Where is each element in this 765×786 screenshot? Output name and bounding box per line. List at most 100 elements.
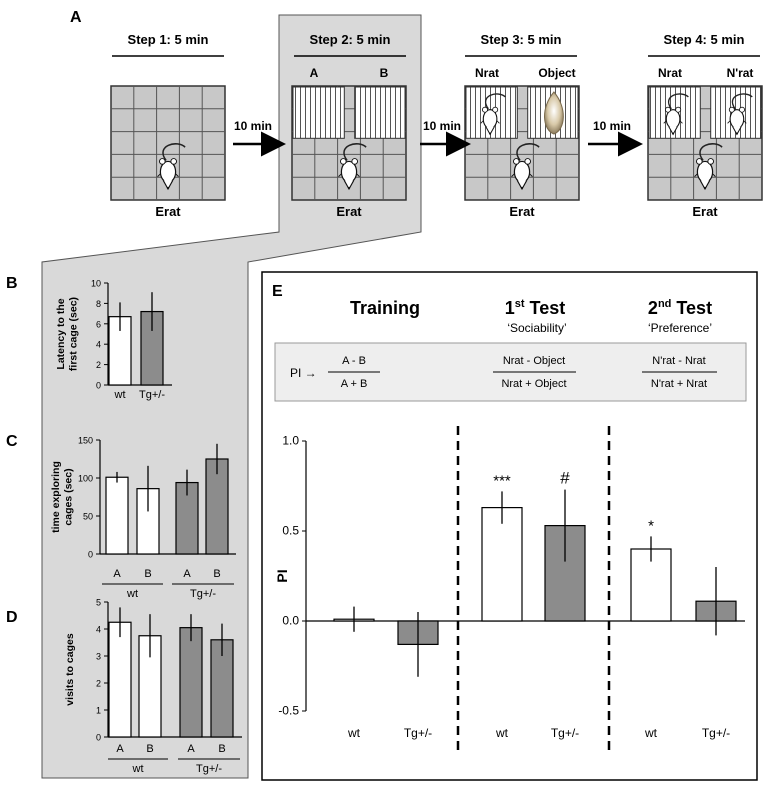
chartE-ytick-label: 0.0 (282, 614, 299, 628)
chartC-group-label-0: wt (126, 588, 138, 600)
chartD-ytick-label: 3 (96, 652, 101, 662)
chartE-category-label-5: Tg+/- (702, 726, 730, 740)
header-test2: 2nd Test (648, 298, 712, 318)
training-numerator: A - B (342, 355, 366, 367)
chartD-group-label-1: Tg+/- (196, 763, 222, 775)
chartD-category-label-3: B (218, 743, 225, 755)
chartB-ytick-label: 0 (96, 381, 101, 391)
chartE-category-label-4: wt (644, 726, 658, 740)
test2-numerator: N'rat - Nrat (652, 355, 705, 367)
header-training: Training (350, 298, 420, 318)
chartC-ylabel-group: time exploring cages (sec) (50, 461, 75, 533)
chartD-ytick-label: 2 (96, 679, 101, 689)
chartE-bar-2 (481, 507, 523, 622)
chartE-ylabel: PI (274, 569, 290, 582)
subtitle-test1: ‘Sociability’ (507, 321, 566, 335)
interval-arrow-2: 10 min (420, 119, 471, 157)
chartC-category-label-1: B (144, 568, 151, 580)
chartD-category-label-1: B (146, 743, 153, 755)
header-test1: 1st Test (505, 298, 565, 318)
chartD-ylabel-group: visits to cages (64, 633, 76, 706)
chartC-ytick-label: 100 (78, 474, 93, 484)
step-3-title: Step 3: 5 min (481, 32, 562, 47)
step-3-erat (511, 143, 540, 191)
step-2-erat (338, 143, 367, 191)
panel-letter-c: C (6, 433, 18, 450)
step-2-right-cage (354, 86, 406, 139)
chartE-significance-2: *** (493, 472, 511, 489)
step-4-erat (694, 143, 723, 191)
chart-b-latency: 0 2 4 6 8 10 Latency to the first cage (sec) wt T… (55, 279, 172, 401)
chartE-ytick-label: -0.5 (278, 704, 299, 718)
chartC-category-label-3: B (213, 568, 220, 580)
step-3: Step 3: 5 min Nrat Object Erat (464, 32, 580, 219)
step-1-erat (157, 143, 186, 191)
chartE-ytick-label: 0.5 (282, 524, 299, 538)
chart-e-preference-index: -0.5 0.0 0.5 1.0 PI wt Tg+/- wt *** Tg+/- # wt * Tg+/… (274, 426, 745, 755)
chart-c-time-exploring: 0 50 100 150 time exploring cages (sec) A B A Bwt… (50, 436, 236, 600)
step-4-nrat (663, 93, 689, 136)
chartD-ytick-label: 1 (96, 706, 101, 716)
step-4-bottom-label: Erat (692, 204, 718, 219)
chartD-bar-0 (108, 621, 132, 738)
chartD-category-label-0: A (116, 743, 124, 755)
subtitle-test2: ‘Preference’ (648, 321, 712, 335)
step-2-left-cage (292, 86, 345, 139)
step-2-arena (291, 85, 407, 201)
chartD-bar-2 (179, 627, 203, 738)
step-2: Step 2: 5 min A B Erat (291, 32, 407, 219)
step-3-nrat (480, 93, 506, 136)
step-2-left-label: A (310, 66, 319, 80)
step-3-left-label: Nrat (475, 66, 499, 80)
chartB-ytick-label: 10 (91, 279, 101, 289)
panel-letter-b: B (6, 275, 18, 292)
step-4-nprime-rat (727, 93, 753, 136)
interval-arrow-3: 10 min (588, 119, 643, 157)
chartE-significance-4: * (648, 517, 654, 534)
step-2-bottom-label: Erat (336, 204, 362, 219)
chartE-category-label-0: wt (347, 726, 361, 740)
interval-arrow-1: 10 min (233, 119, 286, 157)
step-4: Step 4: 5 min Nrat N'rat Erat (647, 32, 763, 219)
step-1-title: Step 1: 5 min (128, 32, 209, 47)
chartC-bar-0 (105, 476, 129, 555)
chartB-ytick-label: 2 (96, 360, 101, 370)
chartB-ylabel-group: Latency to the first cage (sec) (55, 297, 80, 371)
chartE-category-label-3: Tg+/- (551, 726, 579, 740)
chartC-ytick-label: 150 (78, 436, 93, 446)
chartD-ytick-label: 4 (96, 625, 101, 635)
step-1-bottom-label: Erat (155, 204, 181, 219)
panel-letter-d: D (6, 609, 18, 626)
chartC-ylabel: cages (sec) (62, 468, 74, 525)
chartC-group-label-1: Tg+/- (190, 588, 216, 600)
step-2-right-label: B (380, 66, 389, 80)
step-3-bottom-label: Erat (509, 204, 535, 219)
chartC-category-label-2: A (183, 568, 191, 580)
test1-numerator: Nrat - Object (503, 355, 565, 367)
step-4-right-label: N'rat (727, 66, 754, 80)
chartD-group-label-0: wt (132, 763, 144, 775)
panel-letter-a: A (70, 9, 82, 26)
chartC-ylabel: time exploring (50, 461, 62, 533)
chart-d-visits: 0 1 2 3 4 5 visits to cages A B A Bwt Tg+/- (64, 598, 242, 775)
training-denominator: A + B (341, 378, 368, 390)
chartB-ytick-label: 6 (96, 319, 101, 329)
interval-label-3: 10 min (593, 119, 631, 133)
chartD-ylabel: visits to cages (64, 633, 76, 706)
chartE-ylabel-group: PI (274, 569, 290, 582)
step-4-arena (647, 85, 763, 201)
step-1: Step 1: 5 min Erat (110, 32, 226, 219)
chartB-category-label-1: Tg+/- (139, 389, 165, 401)
interval-label-1: 10 min (234, 119, 272, 133)
chartE-ytick-label: 1.0 (282, 434, 299, 448)
chartB-ytick-label: 4 (96, 340, 101, 350)
step-3-arena (464, 85, 580, 201)
chartD-ytick-label: 5 (96, 598, 101, 608)
chartC-ytick-label: 0 (88, 550, 93, 560)
chartB-category-label-0: wt (114, 389, 126, 401)
step-1-arena (110, 85, 226, 201)
test1-denominator: Nrat + Object (501, 378, 566, 390)
test2-denominator: N'rat + Nrat (651, 378, 707, 390)
